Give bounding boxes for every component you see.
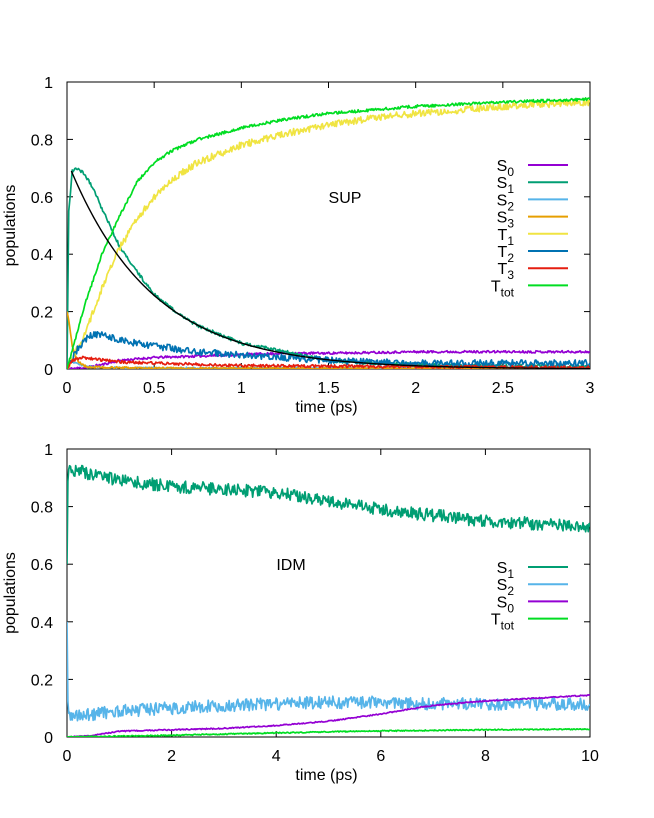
series-line-t2 bbox=[67, 330, 590, 369]
legend-label: Ttot bbox=[491, 278, 515, 299]
legend-label: S1 bbox=[497, 560, 515, 581]
series-line-ttot bbox=[67, 97, 590, 369]
x-tick-label: 0.5 bbox=[143, 380, 165, 397]
y-tick-label: 0.2 bbox=[31, 305, 53, 322]
y-tick-label: 0.8 bbox=[31, 132, 53, 149]
legend-label: T3 bbox=[498, 261, 515, 282]
legend-label: S1 bbox=[497, 175, 515, 196]
x-tick-label: 2.5 bbox=[492, 380, 514, 397]
series-line-t1 bbox=[67, 98, 590, 369]
y-axis-label: populations bbox=[2, 185, 19, 267]
x-tick-label: 6 bbox=[376, 748, 385, 765]
y-tick-label: 0 bbox=[44, 362, 53, 379]
series-line-t3 bbox=[67, 355, 590, 369]
series-line-ttot bbox=[67, 727, 590, 737]
y-tick-label: 0.6 bbox=[31, 557, 53, 574]
legend-label: Ttot bbox=[491, 612, 515, 633]
y-tick-label: 0.6 bbox=[31, 190, 53, 207]
legend-label: S0 bbox=[497, 158, 515, 179]
y-tick-label: 0.4 bbox=[31, 615, 53, 632]
x-tick-label: 0 bbox=[63, 380, 72, 397]
plot-frame bbox=[66, 448, 591, 738]
series-line-s1 bbox=[67, 464, 590, 565]
x-tick-label: 2 bbox=[411, 380, 420, 397]
y-tick-label: 1 bbox=[44, 75, 53, 92]
data-layer bbox=[67, 464, 590, 737]
x-tick-label: 10 bbox=[581, 748, 599, 765]
legend-label: S0 bbox=[497, 594, 515, 615]
y-tick-label: 1 bbox=[44, 442, 53, 459]
series-line-s0 bbox=[67, 349, 590, 369]
y-tick-label: 0.8 bbox=[31, 500, 53, 517]
chart-panel-idm: 0 2 4 6 8 10 0 0.2 0.4 0.6 0.8 1 time (ps) population… bbox=[2, 442, 599, 784]
y-tick-label: 0 bbox=[44, 730, 53, 747]
legend-label: T2 bbox=[498, 244, 515, 265]
x-tick-label: 4 bbox=[272, 748, 281, 765]
chart-panel-sup: 0 0.5 1 1.5 2 2.5 3 0 0.2 0.4 0.6 0.8 1 time (ps) popu… bbox=[2, 75, 595, 416]
x-tick-label: 8 bbox=[481, 748, 490, 765]
legend-label: S2 bbox=[497, 577, 515, 598]
x-tick-label: 0 bbox=[63, 748, 72, 765]
panel-annotation: IDM bbox=[276, 557, 305, 574]
x-tick-label: 2 bbox=[167, 748, 176, 765]
data-layer bbox=[67, 97, 590, 369]
y-axis-label: populations bbox=[2, 552, 19, 634]
x-axis-label: time (ps) bbox=[295, 767, 357, 784]
series-line-s2 bbox=[67, 621, 590, 722]
x-tick-label: 1.5 bbox=[317, 380, 339, 397]
y-tick-label: 0.2 bbox=[31, 672, 53, 689]
x-axis-label: time (ps) bbox=[295, 399, 357, 416]
series-line-s0 bbox=[67, 694, 590, 737]
legend-label: T1 bbox=[498, 227, 515, 248]
fit-line bbox=[70, 170, 590, 369]
legend-label: S3 bbox=[497, 210, 515, 231]
x-tick-label: 1 bbox=[237, 380, 246, 397]
x-tick-label: 3 bbox=[586, 380, 595, 397]
legend-label: S2 bbox=[497, 192, 515, 213]
panel-annotation: SUP bbox=[329, 190, 362, 207]
y-tick-label: 0.4 bbox=[31, 247, 53, 264]
